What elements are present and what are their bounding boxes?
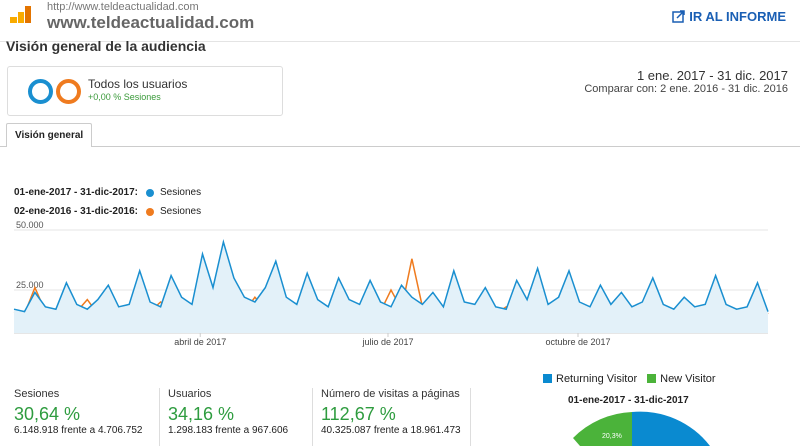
legend-range: 01-ene-2017 - 31-dic-2017: [14,187,138,198]
segment-ring-icon [28,79,53,104]
tab-vision-general[interactable]: Visión general [6,123,93,147]
pie-slice-returning [632,411,710,446]
date-range: 1 ene. 2017 - 31 dic. 2017 [636,68,788,83]
divider [0,146,800,147]
pie-label-new: 20,3% [602,433,622,440]
page-title: Visión general de la audiencia [6,38,206,54]
x-tick-label: abril de 2017 [174,337,226,347]
metric-label: Sesiones [14,388,60,400]
compare-range: Comparar con: 2 ene. 2016 - 31 dic. 2016 [584,83,788,95]
pie-legend: Returning Visitor New Visitor [543,373,716,385]
divider [0,41,800,42]
pie-legend-label: New Visitor [660,373,716,385]
metric-label: Usuarios [168,388,212,400]
segment-ring-compare-icon [56,79,81,104]
analytics-logo [10,6,31,23]
metric-pageviews: Número de visitas a páginas 112,67 % 40.32… [315,388,485,436]
metric-compare: 1.298.183 frente a 967.606 [168,425,289,436]
pie-legend-new: New Visitor [647,373,716,385]
open-report-label: IR AL INFORME [689,9,786,24]
pie-slice-new [573,412,632,446]
metric-compare: 40.325.087 frente a 18.961.473 [321,425,461,436]
pie-legend-returning: Returning Visitor [543,373,637,385]
external-link-icon [672,10,685,23]
visitor-pie-chart: 20,3% [573,411,710,446]
divider [470,388,471,446]
metric-users: Usuarios 34,16 % 1.298.183 frente a 967.60… [162,388,312,436]
series-area-2017 [14,242,768,333]
sessions-chart: 50.000 25.000 abril de 2017 julio de 2017 oc… [13,220,769,347]
y-tick-label: 25.000 [16,280,44,290]
divider [312,388,313,446]
legend-item-2016: 02-ene-2016 - 31-dic-2016: Sesiones [14,206,201,217]
legend-dot [145,188,154,197]
x-tick-label: julio de 2017 [361,337,413,347]
metric-value: 112,67 % [321,404,396,424]
legend-range: 02-ene-2016 - 31-dic-2016: [14,206,138,217]
series-line [13,239,769,313]
legend-metric: Sesiones [159,206,202,217]
date-range-picker[interactable]: 1 ene. 2017 - 31 dic. 2017 Comparar con:… [584,68,788,95]
legend-dot [145,207,154,216]
pie-title: 01-ene-2017 - 31-dic-2017 [568,395,689,406]
divider [159,388,160,446]
metric-sessions: Sesiones 30,64 % 6.148.918 frente a 4.706.… [8,388,158,436]
segment-card[interactable]: Todos los usuarios +0,00 % Sesiones [7,66,283,116]
legend-metric: Sesiones [159,187,202,198]
y-tick-label: 50.000 [16,220,44,230]
metric-compare: 6.148.918 frente a 4.706.752 [14,425,143,436]
segment-change: +0,00 % Sesiones [88,92,161,102]
site-name: www.teldeactualidad.com [47,13,255,32]
metric-value: 34,16 % [168,404,235,424]
site-url: http://www.teldeactualidad.com [47,1,199,13]
pie-legend-label: Returning Visitor [556,373,638,385]
metric-value: 30,64 % [14,404,81,424]
open-report-link[interactable]: IR AL INFORME [672,9,786,24]
metric-label: Número de visitas a páginas [321,388,460,400]
legend-item-2017: 01-ene-2017 - 31-dic-2017: Sesiones [14,187,201,198]
x-tick-label: octubre de 2017 [545,337,610,347]
segment-name: Todos los usuarios [88,77,188,91]
